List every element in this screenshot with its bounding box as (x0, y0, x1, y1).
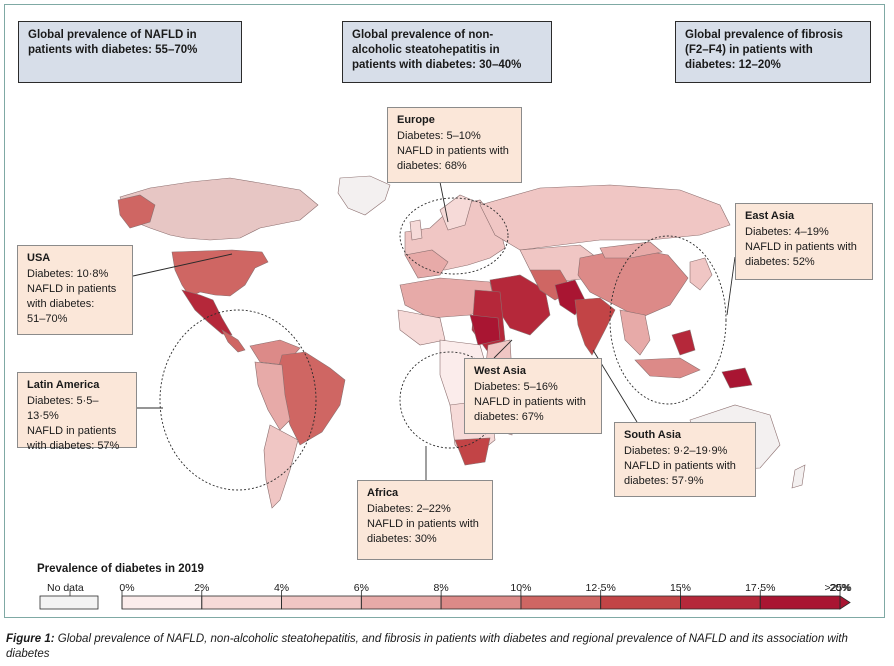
south-africa (454, 437, 491, 466)
latin-america-line: with diabetes: 57% (27, 440, 120, 452)
caption-text: Global prevalence of NAFLD, non-alcoholi… (6, 633, 848, 660)
europe-line: Diabetes: 5–10% (397, 130, 481, 142)
europe-title: Europe (397, 114, 435, 126)
global-fibrosis-text: Global prevalence of fibrosis (F2–F4) in… (685, 29, 843, 71)
usa-line: 51–70% (27, 313, 68, 325)
russia (479, 184, 731, 251)
canada (119, 177, 319, 241)
global-nash-text: Global prevalence of non-alcoholic steat… (352, 29, 522, 71)
legend-tick-label: 6% (353, 582, 369, 594)
africa-title: Africa (367, 487, 399, 499)
europe-west (404, 249, 449, 279)
legend-swatch (759, 595, 841, 610)
philippines (671, 329, 696, 356)
mongolia (599, 241, 663, 259)
usa-box: USA Diabetes: 10·8% NAFLD in patients wi… (17, 245, 133, 335)
legend-tick-label: 10% (510, 582, 532, 594)
west-asia-line: NAFLD in patients with (474, 396, 586, 408)
legend-no-data-label: No data (47, 582, 84, 594)
usa-line: NAFLD in patients (27, 283, 117, 295)
figure-frame (4, 4, 885, 618)
legend-tick-label: 4% (273, 582, 290, 594)
figure-caption: Figure 1: Global prevalence of NAFLD, no… (6, 632, 866, 662)
indonesia (634, 357, 701, 379)
east-asia-line: NAFLD in patients with (745, 241, 857, 253)
caption-label: Figure 1: (6, 633, 55, 645)
west-asia-leader (493, 339, 513, 359)
legend-tick-label: 0% (119, 582, 135, 594)
legend-swatch (440, 595, 522, 610)
africa-line: Diabetes: 2–22% (367, 503, 451, 515)
legend-tick-label: 20% (829, 582, 851, 594)
global-nafld-box: Global prevalence of NAFLD in patients w… (18, 21, 242, 83)
europe-circle (399, 197, 509, 275)
legend-tick-label: 12·5% (585, 582, 616, 594)
sudan (469, 314, 501, 346)
europe-line: diabetes: 68% (397, 160, 467, 172)
east-asia-line: Diabetes: 4–19% (745, 226, 829, 238)
usa-leader (132, 253, 233, 277)
west-asia-line: diabetes: 67% (474, 411, 544, 423)
usa-line: with diabetes: (27, 298, 95, 310)
peru-bolivia (254, 361, 291, 431)
east-asia-box: East Asia Diabetes: 4–19% NAFLD in patie… (735, 203, 873, 280)
legend-title: Prevalence of diabetes in 2019 (37, 563, 204, 575)
legend-tick-label: >25% (824, 582, 852, 594)
global-nafld-text: Global prevalence of NAFLD in patients w… (28, 29, 198, 56)
legend-swatch (360, 595, 442, 610)
south-asia-line: NAFLD in patients with (624, 460, 736, 472)
east-asia-leader (726, 256, 736, 316)
india (574, 297, 616, 356)
legend-arrow (839, 595, 851, 610)
legend-swatch (201, 595, 282, 610)
latin-america-circle (159, 309, 317, 491)
legend-swatch (121, 595, 203, 610)
usa-title: USA (27, 252, 51, 264)
legend-swatch (600, 595, 681, 610)
europe-leader (439, 181, 449, 223)
south-asia-box: South Asia Diabetes: 9·2–19·9% NAFLD in … (614, 422, 756, 497)
south-asia-title: South Asia (624, 429, 682, 441)
japan-korea (689, 257, 713, 291)
africa-line: diabetes: 30% (367, 533, 437, 545)
west-africa (397, 309, 446, 346)
africa-line: NAFLD in patients with (367, 518, 479, 530)
alaska (117, 194, 156, 229)
legend-tick-label: 2% (194, 582, 210, 594)
west-asia-box: West Asia Diabetes: 5–16% NAFLD in patie… (464, 358, 602, 434)
europe-line: NAFLD in patients with (397, 145, 509, 157)
east-asia-line: diabetes: 52% (745, 256, 815, 268)
africa-box: Africa Diabetes: 2–22% NAFLD in patients… (357, 480, 493, 560)
legend-swatch (281, 595, 362, 610)
legend-tick-label: 15% (669, 582, 691, 594)
east-asia-circle (609, 235, 727, 405)
mexico (181, 289, 233, 336)
central-america (221, 329, 246, 353)
latin-america-line: Diabetes: 5·5–13·5% (27, 395, 99, 422)
legend-swatch (680, 595, 761, 610)
latin-america-box: Latin America Diabetes: 5·5–13·5% NAFLD … (17, 372, 137, 452)
argentina-chile (263, 424, 299, 509)
legend-tick-label: 8% (433, 582, 449, 594)
global-nash-box: Global prevalence of non-alcoholic steat… (342, 21, 552, 83)
west-asia-line: Diabetes: 5–16% (474, 381, 558, 393)
south-asia-line: diabetes: 57·9% (624, 475, 704, 487)
global-fibrosis-box: Global prevalence of fibrosis (F2–F4) in… (675, 21, 871, 83)
legend-swatch (520, 595, 602, 610)
uk (409, 219, 423, 241)
papua-new-guinea (721, 367, 753, 389)
new-zealand (791, 464, 806, 489)
latin-america-title: Latin America (27, 379, 100, 391)
no-data-swatch (39, 595, 99, 610)
se-asia (619, 309, 651, 356)
legend-color-scale (121, 590, 851, 610)
latin-america-line: NAFLD in patients (27, 425, 117, 437)
europe-box: Europe Diabetes: 5–10% NAFLD in patients… (387, 107, 522, 183)
south-asia-line: Diabetes: 9·2–19·9% (624, 445, 728, 457)
east-asia-title: East Asia (745, 210, 795, 222)
usa-line: Diabetes: 10·8% (27, 268, 109, 280)
west-asia-title: West Asia (474, 365, 526, 377)
legend-tick-label: 17·5% (745, 582, 776, 594)
greenland (337, 175, 391, 216)
